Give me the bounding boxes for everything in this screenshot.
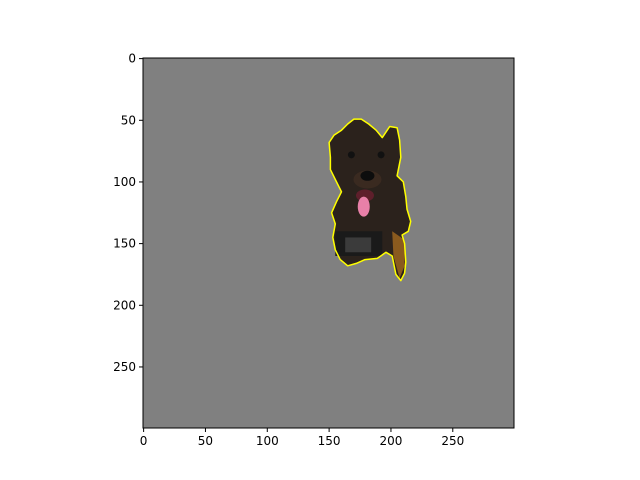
tongue [357, 196, 370, 217]
subject-details [335, 151, 405, 279]
y-tick-label: 50 [121, 113, 136, 127]
x-tick-label: 200 [379, 434, 402, 448]
x-tick-label: 100 [256, 434, 279, 448]
nose [360, 170, 375, 181]
image-background [143, 58, 514, 428]
x-tick-label: 250 [441, 434, 464, 448]
y-tick-label: 200 [113, 298, 136, 312]
y-axis: 0 50 100 150 200 250 [113, 52, 143, 374]
y-tick-label: 250 [113, 360, 136, 374]
y-tick-label: 150 [113, 237, 136, 251]
contour-outline [328, 118, 412, 282]
x-tick-label: 0 [140, 434, 148, 448]
y-tick-label: 100 [113, 175, 136, 189]
tan-fur [392, 231, 405, 279]
x-tick-label: 150 [318, 434, 341, 448]
plot-area [142, 57, 515, 429]
x-tick-label: 50 [198, 434, 213, 448]
right-eye [377, 151, 385, 159]
left-eye [347, 151, 355, 159]
x-axis: 0 50 100 150 200 250 [140, 428, 464, 448]
y-tick-label: 0 [128, 52, 136, 66]
collar-buckle [345, 237, 372, 253]
plot-frame [142, 57, 515, 429]
